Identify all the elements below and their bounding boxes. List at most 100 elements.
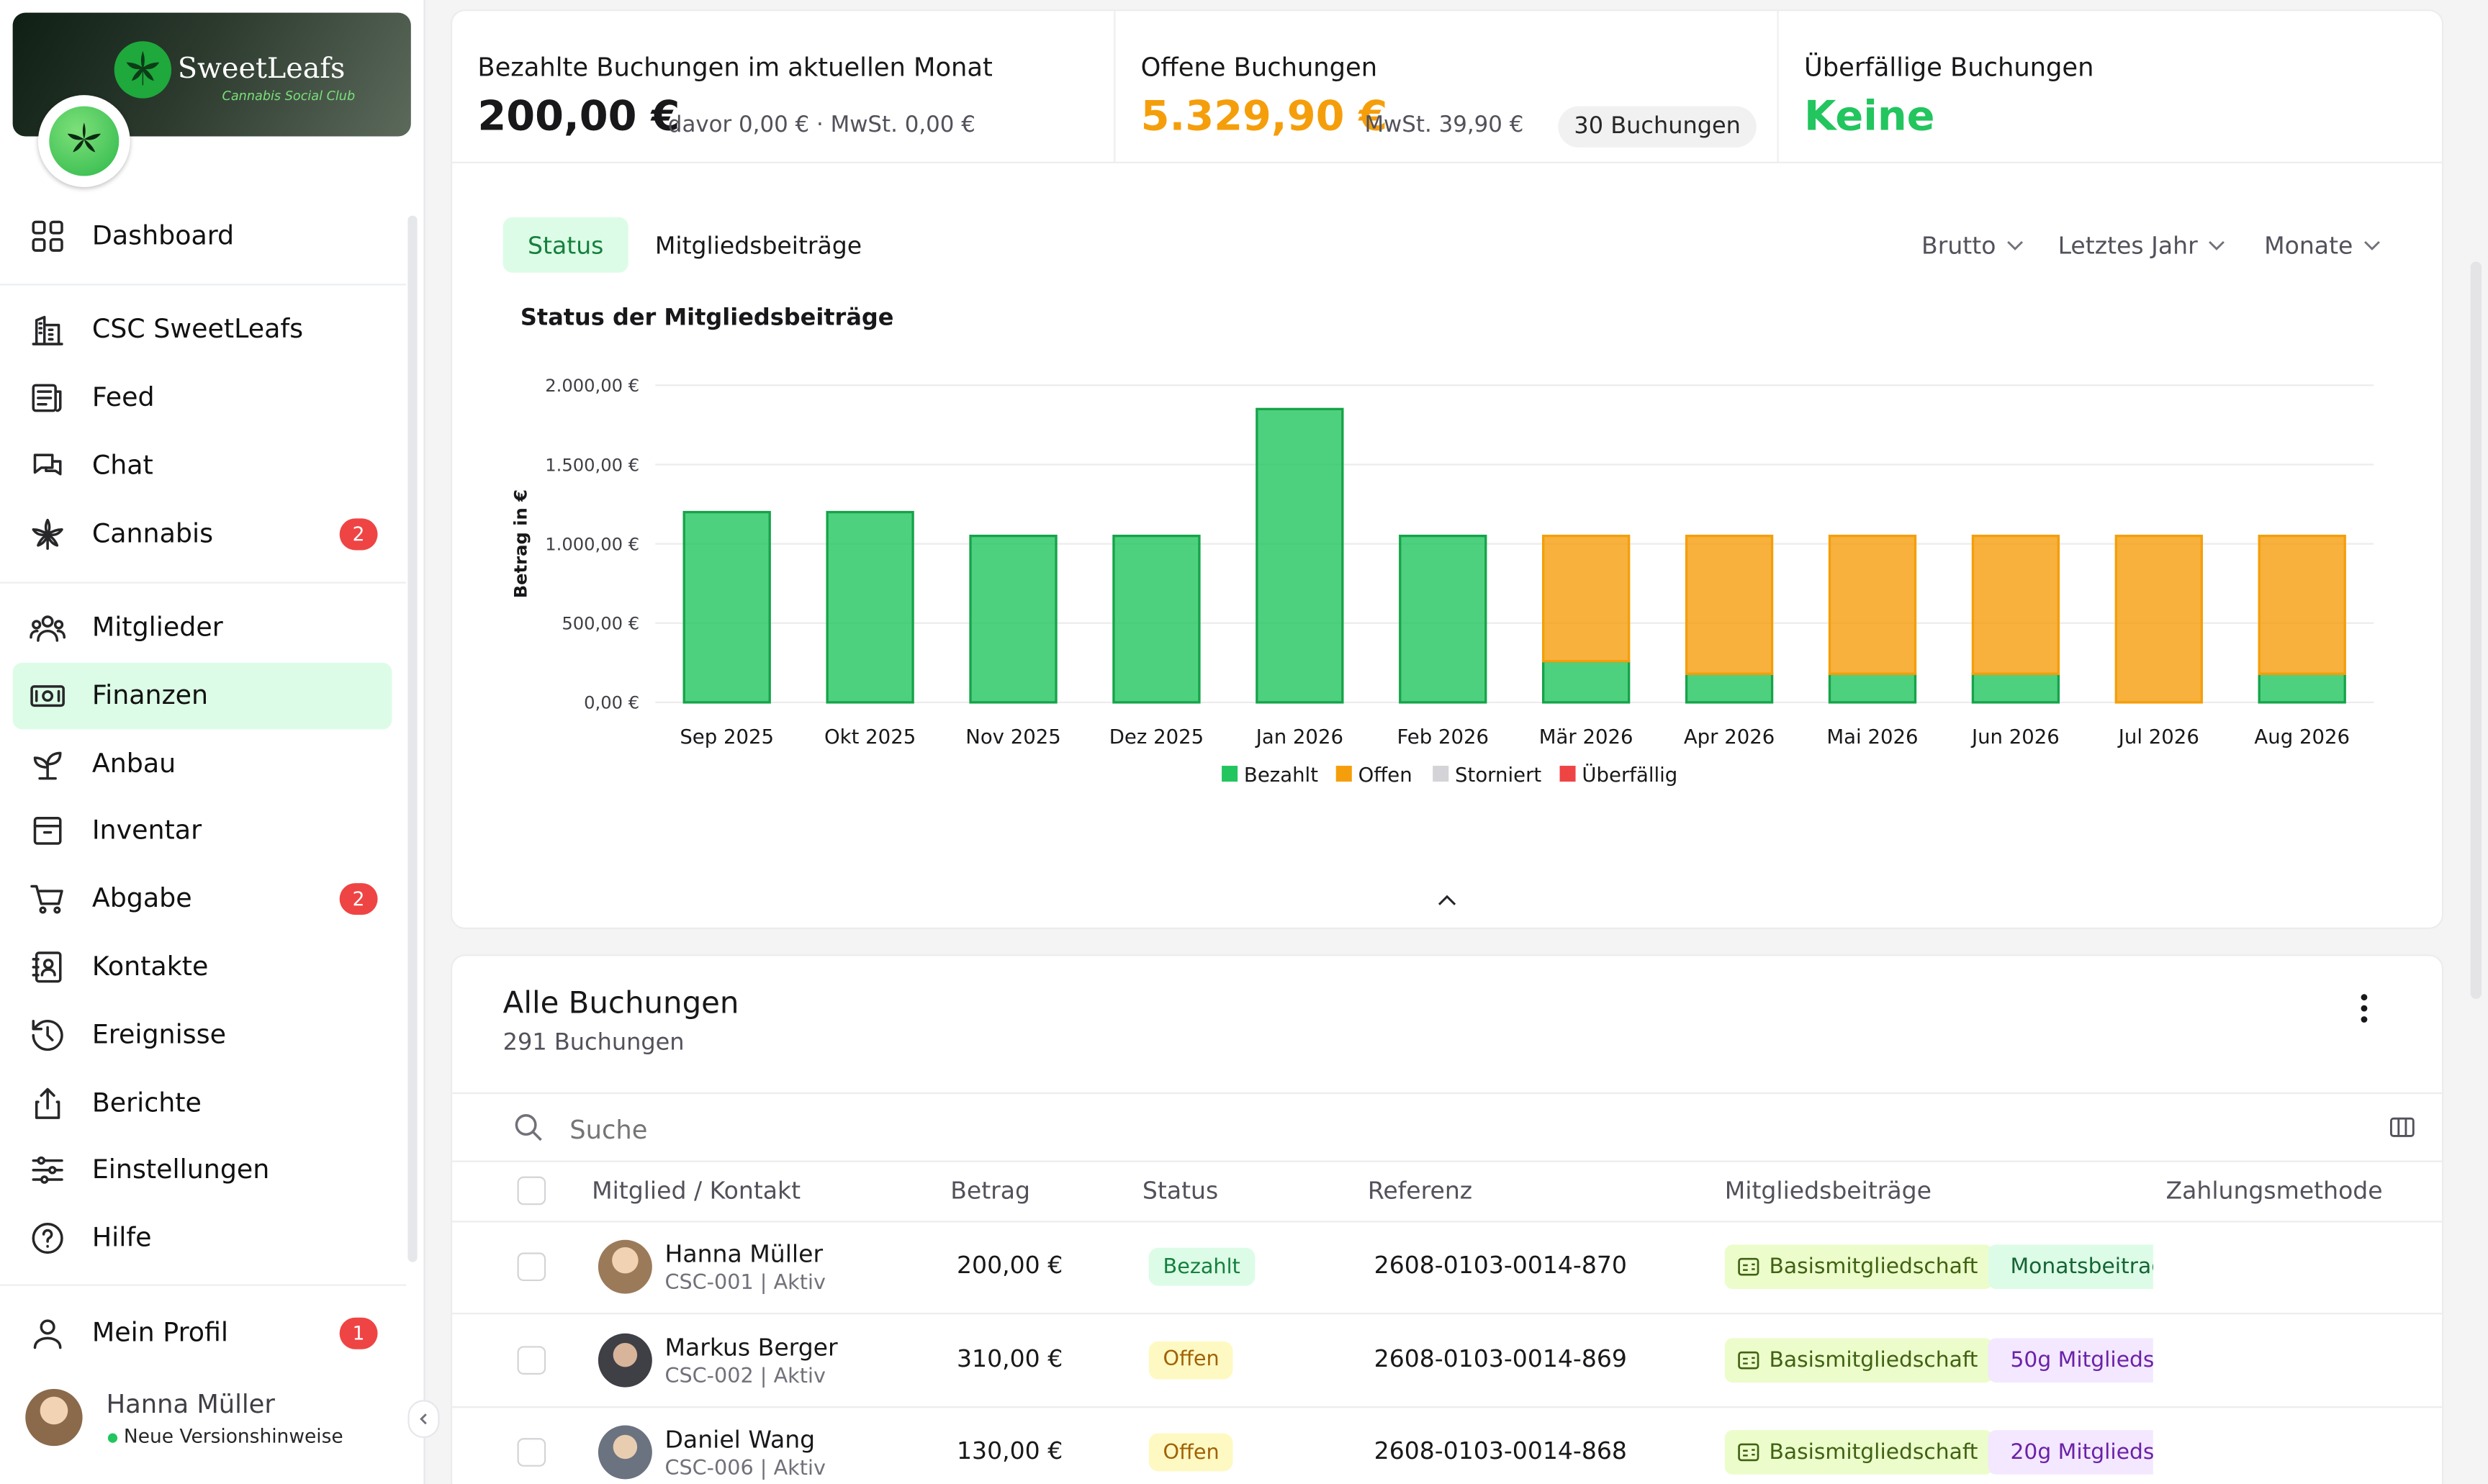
chevron-left-icon [420, 1413, 427, 1425]
sidebar-item-chat[interactable]: Chat [13, 433, 392, 499]
row-checkbox[interactable] [517, 1345, 546, 1374]
sidebar-item-feed[interactable]: Feed [13, 365, 392, 432]
membership-tag[interactable]: Basismitgliedschaft [1724, 1244, 1993, 1290]
x-tick-label: Mai 2026 [1826, 725, 1918, 748]
booking-amount: 130,00 € [957, 1436, 1063, 1465]
sidebar-item-anbau[interactable]: Anbau [13, 730, 392, 797]
collapse-sidebar-button[interactable] [407, 1400, 440, 1439]
brand-tagline: Cannabis Social Club [222, 89, 356, 104]
row-checkbox[interactable] [517, 1252, 546, 1282]
membership-tag[interactable]: 20g Mitgliedschaft [1988, 1430, 2153, 1475]
tab-status[interactable]: Status [502, 217, 628, 273]
chart-bar-offen[interactable] [2114, 534, 2203, 704]
chart-bar-bezahlt[interactable] [1112, 534, 1201, 704]
stat-open-sub: MwSt. 39,90 € [1364, 112, 1524, 138]
stat-paid-sub: davor 0,00 € · MwSt. 0,00 € [667, 112, 975, 138]
club-avatar[interactable] [37, 95, 130, 187]
member-id: CSC-002 | Aktiv [664, 1364, 826, 1388]
membership-tag[interactable]: 50g Mitgliedschaft [1988, 1337, 2153, 1382]
chart-bar-offen[interactable] [1542, 534, 1631, 663]
cannabis-icon [32, 518, 63, 551]
chart-bar-offen[interactable] [2258, 534, 2346, 675]
booking-reference: 2608-0103-0014-869 [1374, 1344, 1627, 1372]
tab-membership-fees[interactable]: Mitgliedsbeiträge [654, 230, 862, 260]
sidebar-item-cannabis[interactable]: Cannabis 2 [13, 501, 392, 568]
granularity-dropdown[interactable]: Monate [2264, 232, 2381, 260]
more-options-icon[interactable] [2345, 990, 2384, 1028]
sidebar-item-mein-profil[interactable]: Mein Profil 1 [13, 1300, 392, 1367]
legend-swatch [1335, 766, 1352, 782]
y-axis-label: Betrag in € [511, 489, 531, 598]
select-all-checkbox[interactable] [517, 1176, 546, 1205]
chart-bar-offen[interactable] [1971, 534, 2060, 675]
col-member[interactable]: Mitglied / Kontakt [592, 1176, 801, 1205]
sidebar-item-kontakte[interactable]: Kontakte [13, 934, 392, 1001]
sidebar-item-label: Berichte [91, 1087, 202, 1118]
chart-bar-bezahlt[interactable] [1971, 672, 2060, 704]
share-icon [35, 1087, 60, 1118]
bookings-card [452, 956, 2442, 1484]
member-name[interactable]: Daniel Wang [664, 1425, 816, 1454]
sidebar-item-csc-sweetleafs[interactable]: CSC SweetLeafs [13, 297, 392, 363]
open-bookings-pill[interactable]: 30 Buchungen [1558, 106, 1757, 148]
chevron-down-icon [2006, 240, 2023, 250]
sidebar-item-berichte[interactable]: Berichte [13, 1069, 392, 1136]
chart-bar-bezahlt[interactable] [1399, 534, 1487, 704]
y-tick-label: 1.500,00 € [545, 455, 639, 475]
sidebar-item-dashboard[interactable]: Dashboard [13, 203, 392, 270]
status-badge: Offen [1148, 1433, 1234, 1472]
membership-tag-label: Basismitgliedschaft [1769, 1439, 1978, 1465]
id-card-icon [1738, 1350, 1759, 1369]
col-amount[interactable]: Betrag [950, 1176, 1031, 1205]
sidebar-item-ereignisse[interactable]: Ereignisse [13, 1002, 392, 1069]
page-scrollbar[interactable] [2470, 261, 2482, 999]
chevron-up-icon[interactable] [1436, 892, 1459, 908]
membership-tag[interactable]: Monatsbeitrag [1988, 1244, 2153, 1290]
search-input[interactable] [569, 1110, 1522, 1148]
chart-bar-bezahlt[interactable] [2258, 672, 2346, 704]
divider [452, 161, 2442, 163]
col-status[interactable]: Status [1142, 1176, 1219, 1205]
member-name[interactable]: Markus Berger [664, 1332, 838, 1362]
notification-badge: 1 [339, 1317, 378, 1349]
chart-bar-bezahlt[interactable] [1542, 659, 1631, 704]
col-payment-method[interactable]: Zahlungsmethode [2165, 1176, 2383, 1205]
sidebar-scrollbar[interactable] [407, 215, 418, 1262]
chart-bar-bezahlt[interactable] [1828, 672, 1917, 704]
columns-icon[interactable] [2389, 1116, 2415, 1139]
x-tick-label: Jul 2026 [2117, 725, 2199, 748]
membership-tag[interactable]: Basismitgliedschaft [1724, 1337, 1993, 1382]
sidebar-item-abgabe[interactable]: Abgabe 2 [13, 866, 392, 933]
legend-item[interactable]: Bezahlt [1244, 764, 1318, 787]
chart-bar-bezahlt[interactable] [826, 510, 914, 704]
x-tick-label: Dez 2025 [1109, 725, 1204, 748]
sidebar-item-finanzen[interactable]: Finanzen [12, 662, 392, 729]
release-notes-link[interactable]: Neue Versionshinweise [123, 1425, 343, 1448]
membership-tag[interactable]: Basismitgliedschaft [1724, 1430, 1993, 1475]
member-id: CSC-001 | Aktiv [664, 1271, 826, 1295]
chart-bar-bezahlt[interactable] [682, 510, 771, 704]
chart-bar-bezahlt[interactable] [1256, 407, 1344, 704]
period-dropdown-label: Letztes Jahr [2057, 231, 2198, 261]
sidebar-item-hilfe[interactable]: Hilfe [13, 1205, 392, 1272]
gross-dropdown[interactable]: Brutto [1921, 232, 2024, 260]
legend-item[interactable]: Überfällig [1582, 762, 1677, 787]
box-icon [33, 817, 62, 846]
col-reference[interactable]: Referenz [1367, 1176, 1473, 1205]
sidebar-item-einstellungen[interactable]: Einstellungen [13, 1137, 392, 1204]
period-dropdown[interactable]: Letztes Jahr [2057, 231, 2227, 261]
sidebar-item-label: Mitglieder [91, 612, 223, 643]
chart-bar-bezahlt[interactable] [969, 534, 1058, 704]
sidebar-item-inventar[interactable]: Inventar [13, 798, 392, 865]
chart-bar-bezahlt[interactable] [1685, 672, 1774, 704]
chart-bar-offen[interactable] [1828, 534, 1917, 675]
member-name[interactable]: Hanna Müller [664, 1239, 824, 1269]
col-membership-fees[interactable]: Mitgliedsbeiträge [1724, 1176, 1932, 1205]
legend-item[interactable]: Storniert [1455, 764, 1541, 787]
sidebar-item-mitglieder[interactable]: Mitglieder [13, 594, 392, 661]
status-badge: Bezahlt [1148, 1247, 1255, 1286]
chart-bar-offen[interactable] [1685, 534, 1774, 675]
legend-item[interactable]: Offen [1358, 764, 1412, 787]
row-checkbox[interactable] [517, 1438, 546, 1467]
user-profile-card[interactable]: Hanna Müller Neue Versionshinweise [25, 1380, 406, 1459]
